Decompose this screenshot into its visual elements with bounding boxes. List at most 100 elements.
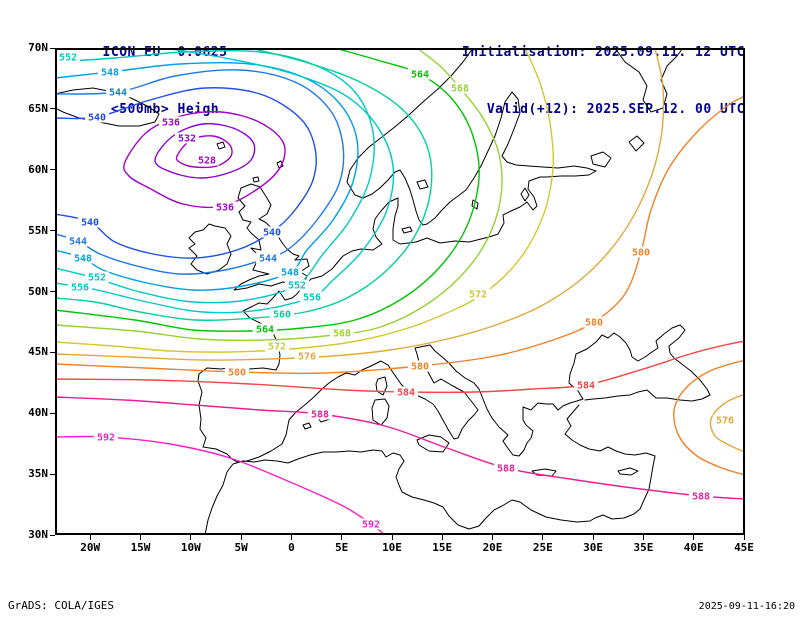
contour-label-bg <box>307 408 333 420</box>
contour-label-580: 580 <box>411 362 429 373</box>
x-axis-tick <box>441 535 443 540</box>
x-axis-tick <box>592 535 594 540</box>
contour-label-552: 552 <box>59 53 77 64</box>
contour-label-572: 572 <box>268 342 286 353</box>
y-axis-tick <box>50 169 55 171</box>
y-axis-tick <box>50 534 55 536</box>
contour-label-bg <box>393 386 419 398</box>
contour-label-548: 548 <box>101 68 119 79</box>
contour-548 <box>55 61 359 291</box>
map-border <box>55 48 745 535</box>
coastline-white-sea <box>614 48 684 113</box>
contour-label-bg <box>407 68 433 80</box>
contour-label-bg <box>358 518 384 530</box>
contour-label-bg <box>573 379 599 391</box>
contour-label-bg <box>712 414 738 426</box>
coastline-ireland <box>188 223 232 275</box>
contour-label-540: 540 <box>81 218 99 229</box>
x-axis-tick <box>190 535 192 540</box>
contour-label-588: 588 <box>497 464 515 475</box>
contour-label-572: 572 <box>469 290 487 301</box>
contour-540 <box>55 87 317 259</box>
x-axis-tick <box>492 535 493 540</box>
x-axis-label: 15W <box>130 541 151 554</box>
y-axis-tick <box>50 108 55 110</box>
contour-552 <box>55 50 375 304</box>
x-axis-label: 5W <box>234 541 248 554</box>
contour-564 <box>55 48 480 332</box>
contour-label-588: 588 <box>692 492 710 503</box>
contour-568 <box>55 48 503 341</box>
contour-label-568: 568 <box>451 84 469 95</box>
contour-label-bg <box>259 226 285 238</box>
contour-544 <box>55 69 345 275</box>
contour-label-bg <box>264 340 290 352</box>
contour-label-bg <box>212 201 238 213</box>
contour-label-584: 584 <box>577 381 595 392</box>
contour-560 <box>55 48 433 321</box>
contour-label-556: 556 <box>71 283 89 294</box>
contour-label-bg <box>174 132 200 144</box>
contour-label-544: 544 <box>259 254 277 265</box>
contour-label-bg <box>581 316 607 328</box>
y-axis-label: 65N <box>28 101 48 115</box>
contour-label-bg <box>93 431 119 443</box>
contour-label-564: 564 <box>256 325 274 336</box>
contour-label-568: 568 <box>333 329 351 340</box>
y-axis-tick <box>50 412 55 414</box>
x-axis-label: 20W <box>80 541 101 554</box>
contour-label-532: 532 <box>178 134 196 145</box>
x-axis-label: 45E <box>734 541 754 554</box>
x-axis-tick <box>341 535 343 540</box>
coastlines <box>55 48 711 535</box>
contour-label-548: 548 <box>74 254 92 265</box>
contour-label-544: 544 <box>69 237 87 248</box>
contour-label-528: 528 <box>198 156 216 167</box>
x-axis-label: 15E <box>432 541 453 554</box>
grads-credit: GrADS: COLA/IGES <box>8 599 114 612</box>
contour-label-bg <box>299 291 325 303</box>
y-axis-tick <box>50 473 55 475</box>
x-axis-label: 35E <box>633 541 654 554</box>
contour-label-bg <box>55 51 81 63</box>
contour-label-548: 548 <box>281 268 299 279</box>
contour-label-bg <box>252 323 278 335</box>
y-axis-label: 40N <box>28 406 48 420</box>
contour-label-556: 556 <box>303 293 321 304</box>
contour-label-bg <box>277 266 303 278</box>
contour-label-bg <box>628 246 654 258</box>
contour-label-bg <box>284 279 310 291</box>
contour-label-544: 544 <box>109 88 127 99</box>
y-axis-label: 35N <box>28 467 48 481</box>
x-axis-tick <box>542 535 544 540</box>
x-axis-label: 5E <box>335 541 349 554</box>
contour-label-592: 592 <box>362 520 380 531</box>
coastline-iceland <box>55 87 160 127</box>
contour-label-564: 564 <box>411 70 429 81</box>
contour-label-592: 592 <box>97 433 115 444</box>
contour-532 <box>154 122 256 179</box>
contour-label-bg <box>269 308 295 320</box>
x-axis-tick <box>240 535 242 540</box>
contour-label-588: 588 <box>311 410 329 421</box>
contour-label-bg <box>194 154 220 166</box>
contour-label-bg <box>447 82 473 94</box>
x-axis-tick <box>89 535 91 540</box>
x-axis-label: 25E <box>532 541 553 554</box>
y-axis-label: 55N <box>28 223 48 237</box>
x-axis-tick <box>642 535 644 540</box>
contour-label-560: 560 <box>273 310 291 321</box>
map-frame: 528 532 536 536 540 540 540 544 544 544 548 548 548 5… <box>55 48 745 535</box>
contour-label-576: 576 <box>298 352 316 363</box>
contour-label-580: 580 <box>632 248 650 259</box>
contour-label-bg <box>407 360 433 372</box>
contour-576 <box>709 393 745 453</box>
contour-label-bg <box>77 216 103 228</box>
contour-label-bg <box>493 462 519 474</box>
contour-label-584: 584 <box>397 388 415 399</box>
contour-label-bg <box>224 366 250 378</box>
x-axis-label: 10E <box>382 541 402 554</box>
